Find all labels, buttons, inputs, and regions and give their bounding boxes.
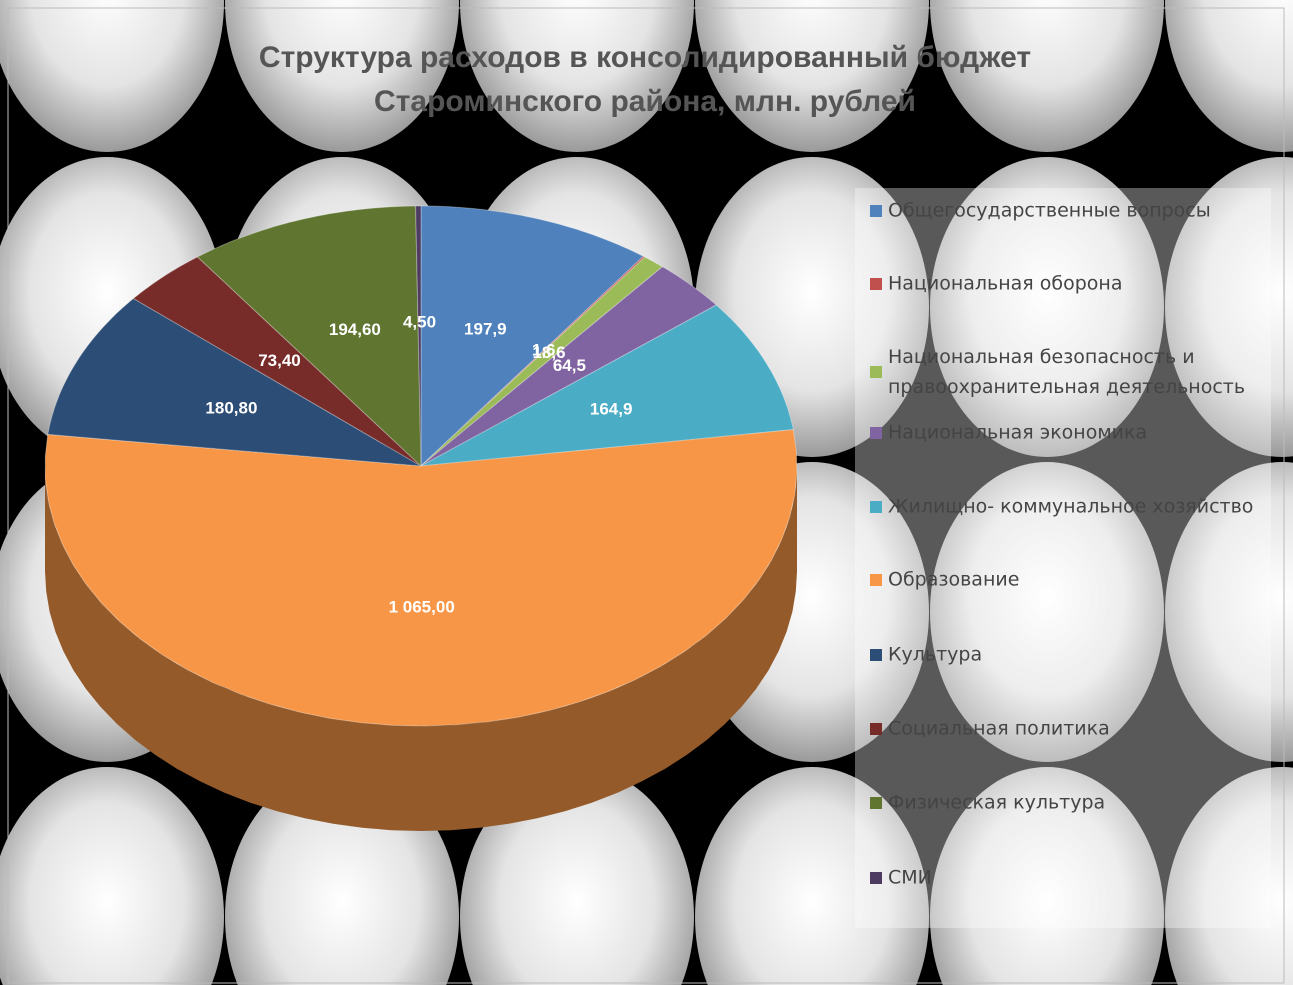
slice: [47, 297, 422, 467]
legend-swatch: [870, 574, 882, 586]
slice: [420, 304, 794, 467]
legend-box: [855, 188, 1271, 928]
slice: [415, 205, 422, 467]
legend-swatch: [870, 723, 882, 735]
slice: [132, 256, 422, 467]
legend-swatch: [870, 427, 882, 439]
chart-title: Структура расходов в консолидированный б…: [258, 41, 1032, 118]
data-label: 18,6: [532, 343, 565, 362]
legend-label: Культура: [888, 644, 982, 666]
legend-swatch: [870, 366, 882, 378]
legend-label: Общегосударственные вопросы: [888, 200, 1211, 222]
slice: [420, 205, 645, 468]
legend-swatch: [870, 872, 882, 884]
data-label: 180,80: [205, 398, 257, 417]
data-label: 73,40: [258, 351, 301, 370]
data-label: 1,6: [532, 340, 556, 359]
legend-label: Национальная экономика: [888, 422, 1147, 444]
slice-side: [45, 466, 797, 831]
data-label: 4,50: [403, 312, 436, 331]
slice: [196, 205, 422, 468]
legend-label: СМИ: [888, 867, 932, 889]
legend-line: правоохранительная деятельность: [888, 376, 1245, 398]
data-label: 1 065,00: [389, 597, 455, 616]
legend-swatch: [870, 205, 882, 217]
legend-label: Социальная политика: [888, 718, 1110, 740]
slice: [420, 266, 718, 467]
legend: Общегосударственные вопросы Национальная …: [870, 200, 1253, 889]
pie: 197,9 1,618,664,5 164,9 1 065,00 180,80 73,40…: [44, 205, 798, 831]
legend-label: Физическая культура: [888, 792, 1105, 814]
legend-line: Национальная безопасность и: [888, 346, 1195, 368]
legend-label: Национальная безопасность и правоохраните…: [888, 346, 1245, 398]
slice: [420, 256, 664, 467]
legend-swatch: [870, 501, 882, 513]
legend-label: Национальная оборона: [888, 273, 1123, 295]
slice: [420, 255, 646, 467]
frame: [7, 7, 1285, 984]
legend-label: Образование: [888, 569, 1019, 591]
legend-label: Жилищно- коммунальное хозяйство: [888, 496, 1253, 518]
data-label: 194,60: [329, 320, 381, 339]
data-label: 64,5: [553, 356, 586, 375]
legend-swatch: [870, 797, 882, 809]
slice: [44, 429, 798, 727]
legend-swatch: [870, 278, 882, 290]
legend-swatch: [870, 649, 882, 661]
data-label: 197,9: [464, 320, 507, 339]
data-label: 164,9: [590, 399, 633, 418]
